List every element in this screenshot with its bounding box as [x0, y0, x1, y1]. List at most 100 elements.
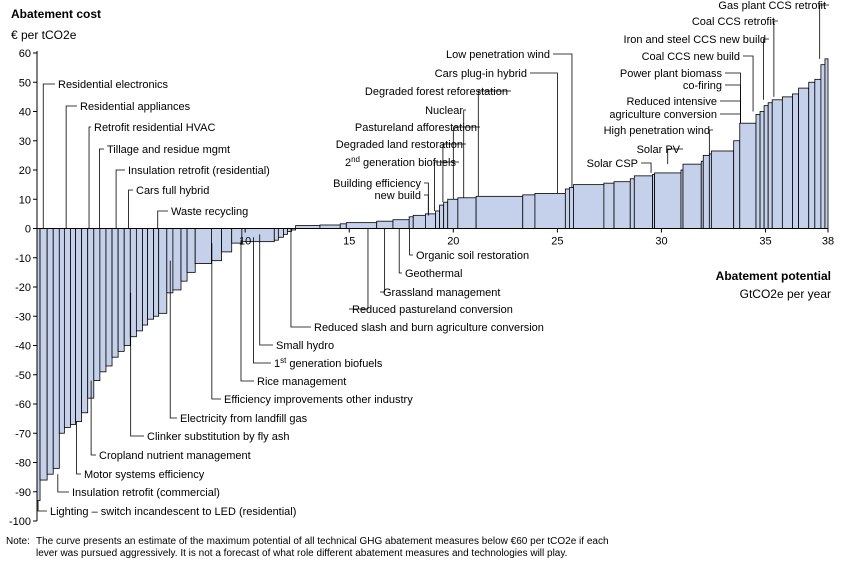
x-axis-label: Abatement potential — [716, 269, 831, 283]
annotation-label-4: Insulation retrofit (residential) — [128, 165, 270, 177]
bar-55 — [573, 184, 605, 229]
bar-61 — [654, 172, 682, 229]
x-tick-label-35: 35 — [759, 236, 771, 248]
leader-line-12 — [169, 260, 177, 419]
leader-line-27 — [463, 109, 466, 198]
y-tick-label-10: 10 — [19, 194, 31, 206]
bar-12 — [105, 228, 113, 367]
bar-6 — [70, 228, 76, 425]
x-tick-label-15: 15 — [343, 236, 355, 248]
bar-80 — [820, 64, 826, 229]
annotation-label-21: Organic soil restoration — [416, 250, 529, 262]
bar-10 — [93, 228, 101, 382]
annotation-label-30: Low penetration wind — [446, 49, 550, 61]
leader-line-10 — [90, 380, 96, 456]
bar-5 — [63, 228, 71, 428]
leader-line-19 — [380, 228, 386, 293]
note-line-2: lever was pursued aggressively. It is no… — [36, 548, 567, 558]
bar-17 — [135, 228, 143, 332]
leader-line-36 — [725, 72, 741, 124]
bar-67 — [710, 150, 735, 229]
leader-line-25 — [442, 143, 466, 203]
annotation-label-31: Solar CSP — [587, 158, 638, 170]
x-axis-unit: GtCO2e per year — [740, 287, 831, 301]
annotation-label-2: Retrofit residential HVAC — [94, 122, 216, 134]
y-tick-label--80: -80 — [15, 458, 31, 470]
annotation-label-37: co-firing — [683, 80, 722, 92]
annotation-label-11: Clinker substitution by fly ash — [147, 431, 289, 443]
superscript: st — [280, 356, 287, 365]
leader-line-24 — [434, 161, 459, 211]
bar-52 — [534, 192, 566, 229]
y-tick-label--60: -60 — [15, 399, 31, 411]
leader-line-29 — [530, 72, 558, 194]
annotation-label-1: Residential appliances — [80, 101, 191, 113]
bar-72 — [763, 105, 769, 229]
y-tick-label--70: -70 — [15, 428, 31, 440]
y-tick-label-20: 20 — [19, 165, 31, 177]
bar-9 — [87, 228, 95, 399]
leader-line-38 — [743, 55, 754, 112]
superscript: nd — [351, 155, 360, 164]
leader-line-40 — [773, 20, 778, 97]
x-tick-label-20: 20 — [447, 236, 459, 248]
leader-line-13 — [211, 243, 221, 400]
annotation-label-3: Tillage and residue mgmt — [107, 144, 230, 156]
leader-line-20 — [398, 228, 402, 274]
bar-42 — [408, 216, 414, 229]
bar-2 — [46, 228, 54, 475]
axes-group: 60 50 40 30 20 10 0 -10 -20 -30 -40 -50 -60 -70 -80 -90… — [9, 48, 834, 528]
x-tick-label-30: 30 — [655, 236, 667, 248]
y-tick-label-50: 50 — [19, 77, 31, 89]
bar-53 — [564, 188, 570, 229]
bar-69 — [739, 122, 757, 229]
bar-54 — [569, 187, 574, 229]
annotation-label-34: Reduced intensive — [626, 96, 717, 108]
leader-line-14 — [240, 240, 254, 382]
annotation-label-7: Lighting – switch incandescent to LED (r… — [50, 506, 296, 518]
leader-lines-group — [37, 4, 829, 512]
annotation-label-16: Small hydro — [276, 340, 334, 352]
leader-line-11 — [130, 292, 144, 437]
leader-line-41 — [819, 4, 829, 59]
y-tick-label-30: 30 — [19, 136, 31, 148]
annotation-label-38: Coal CCS new build — [642, 51, 740, 63]
bar-26 — [194, 228, 212, 264]
annotation-label-10: Cropland nutrient management — [99, 450, 251, 462]
annotation-label-14: Rice management — [257, 376, 346, 388]
y-tick-label-0: 0 — [25, 224, 31, 236]
bar-46 — [439, 204, 445, 229]
leader-line-34 — [720, 100, 741, 124]
y-tick-label-60: 60 — [19, 48, 31, 60]
leader-line-1 — [65, 105, 77, 229]
annotation-label-36: Power plant biomass — [620, 68, 723, 80]
bar-20 — [153, 228, 160, 317]
leader-line-39 — [763, 38, 769, 100]
annotation-label-32: Solar PV — [637, 144, 681, 156]
y-tick-label--10: -10 — [15, 253, 31, 265]
annotation-label-12: Electricity from landfill gas — [180, 413, 308, 425]
annotation-label-26: Pastureland afforestation — [355, 122, 477, 134]
bar-39 — [345, 222, 378, 229]
leader-line-37 — [725, 84, 741, 124]
leader-line-8 — [57, 474, 69, 493]
leader-line-35 — [720, 113, 741, 124]
annotation-label-33: High penetration wind — [604, 125, 710, 137]
bar-14 — [117, 228, 125, 352]
annotation-label-6: Waste recycling — [171, 206, 248, 218]
bar-74 — [771, 99, 783, 229]
bar-27 — [211, 228, 222, 262]
annotation-label-15: 1st generation biofuels — [274, 356, 383, 371]
y-tick-label--50: -50 — [15, 370, 31, 382]
annotation-labels-group: Residential electronics Residential appli… — [50, 0, 826, 518]
note-prefix: Note: — [6, 536, 30, 547]
bar-65 — [702, 154, 710, 229]
bar-81 — [824, 58, 829, 229]
bar-38 — [339, 223, 347, 229]
leader-line-9 — [76, 421, 81, 475]
bar-37 — [319, 224, 341, 229]
y-tick-label--100: -100 — [9, 516, 31, 528]
bar-56 — [603, 182, 615, 229]
bar-21 — [158, 228, 168, 314]
